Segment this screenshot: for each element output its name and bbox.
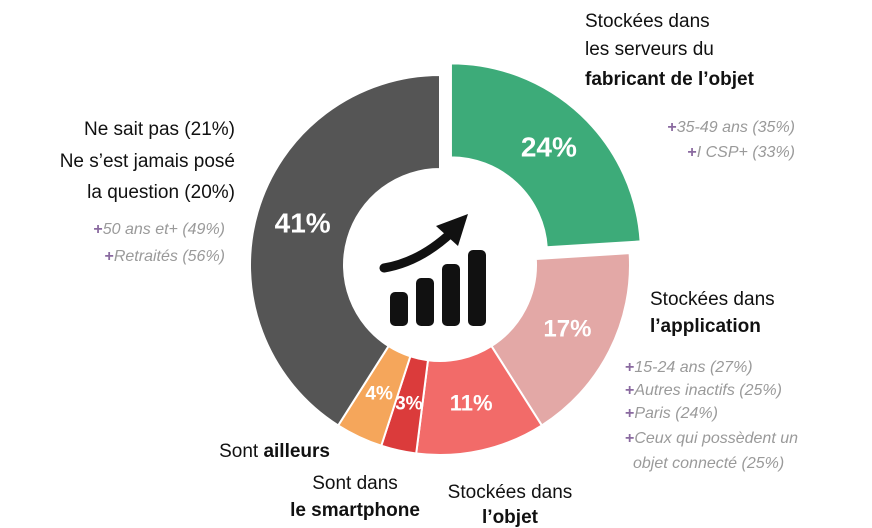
note-bullet: + [667, 119, 676, 136]
note-bullet: + [625, 382, 634, 399]
note-text: 15-24 ans (27%) [634, 359, 752, 376]
value-label: 24% [521, 131, 577, 162]
note-text: Autres inactifs (25%) [633, 382, 782, 399]
donut-slice [249, 73, 441, 427]
label-part: Stockées dans [650, 289, 775, 310]
value-label: 17% [543, 315, 591, 342]
note-bullet: + [625, 405, 634, 422]
label-part: ailleurs [263, 441, 330, 462]
label-part: Stockées dans [448, 482, 573, 503]
note: +Retraités (56%) [105, 248, 226, 265]
slice-label: Ne s’est jamais posé [60, 151, 235, 172]
slice-label: la question (20%) [87, 182, 235, 203]
note-text: Ceux qui possèdent un [634, 430, 798, 447]
value-label: 3% [395, 394, 423, 415]
note-text: I CSP+ (33%) [697, 144, 795, 161]
slice-label: l’application [650, 316, 761, 337]
donut-slice [449, 62, 642, 249]
note-bullet: + [105, 248, 114, 265]
note: +15-24 ans (27%) [625, 359, 753, 376]
value-label: 11% [450, 390, 493, 415]
note-text: 35-49 ans (35%) [677, 119, 795, 136]
note: +I CSP+ (33%) [687, 144, 795, 161]
note-bullet: + [625, 430, 634, 447]
label-part: l’application [650, 316, 761, 337]
label-part: Sont dans [312, 473, 398, 494]
note-bullet: + [625, 359, 634, 376]
slice-label: Sont dans [312, 473, 398, 494]
value-label: 41% [275, 207, 331, 238]
slice-label: Stockées dans [585, 11, 710, 32]
slice-label: l’objet [482, 507, 539, 528]
note-text: Paris (24%) [634, 405, 718, 422]
slice-label: Ne sait pas (21%) [84, 119, 235, 140]
label-part: Ne sait pas (21%) [84, 119, 235, 140]
note: +50 ans et+ (49%) [93, 221, 225, 238]
label-part: Stockées dans [585, 11, 710, 32]
slice-label: Stockées dans [650, 289, 775, 310]
label-part: la question (20%) [87, 182, 235, 203]
label-part: l’objet [482, 507, 539, 528]
slice-label: le smartphone [290, 500, 420, 521]
note: +Autres inactifs (25%) [625, 382, 782, 399]
note: +Ceux qui possèdent un [625, 430, 798, 447]
slice-label: les serveurs du [585, 39, 714, 60]
note: +35-49 ans (35%) [667, 119, 795, 136]
note: objet connecté (25%) [633, 455, 784, 472]
note-bullet: + [687, 144, 696, 161]
note: +Paris (24%) [625, 405, 718, 422]
note-text: objet connecté (25%) [633, 455, 784, 472]
slice-label: fabricant de l’objet [585, 69, 755, 90]
label-part: le smartphone [290, 500, 420, 521]
note-bullet: + [93, 221, 102, 238]
label-part: les serveurs du [585, 39, 714, 60]
label-part: Ne s’est jamais posé [60, 151, 235, 172]
note-text: Retraités (56%) [114, 248, 225, 265]
center-icon [379, 214, 486, 326]
slice-label: Stockées dans [448, 482, 573, 503]
value-label: 4% [365, 383, 393, 404]
slice-label: Sont ailleurs [219, 441, 330, 462]
note-text: 50 ans et+ (49%) [103, 221, 225, 238]
label-part: fabricant de l’objet [585, 69, 755, 90]
label-part: Sont [219, 441, 263, 462]
donut-slice [490, 252, 631, 427]
